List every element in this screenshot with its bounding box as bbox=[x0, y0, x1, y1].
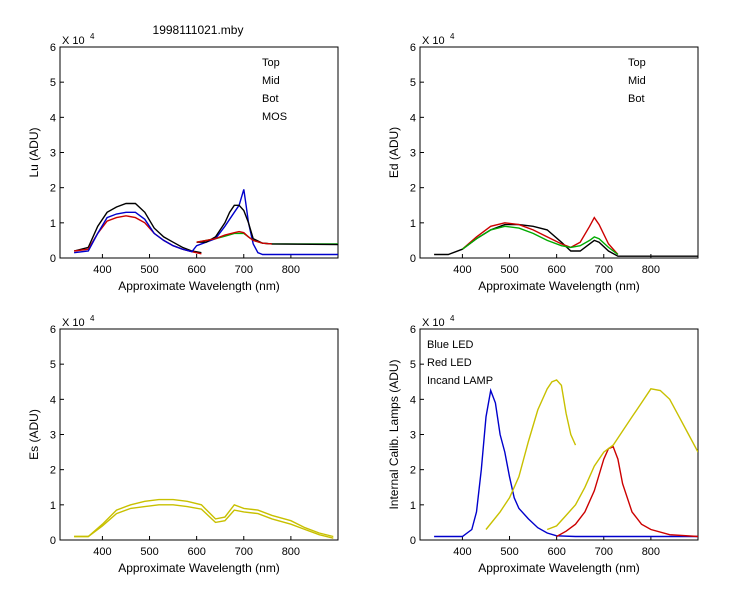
series-line-bot bbox=[461, 225, 619, 256]
x-tick-label: 400 bbox=[453, 546, 471, 558]
series-line-top bbox=[73, 202, 202, 254]
legend-entry: Incand LAMP bbox=[427, 375, 493, 387]
y-tick-label: 1 bbox=[50, 500, 56, 512]
chart-es: 0 1 2 3 4 5 6 400 500 600 700 800 X 10 4 Approximate W… bbox=[27, 314, 339, 575]
x-tick-label: 500 bbox=[500, 546, 518, 558]
axis-multiplier: X 10 bbox=[422, 317, 445, 329]
x-tick-label: 400 bbox=[453, 264, 471, 276]
axis-multiplier-exponent: 4 bbox=[450, 32, 455, 41]
series-line-red-led bbox=[556, 445, 698, 538]
series-line-mid-red-band- bbox=[196, 230, 273, 245]
axis-multiplier-exponent: 4 bbox=[90, 314, 95, 323]
y-tick-label: 1 bbox=[410, 218, 416, 230]
x-tick-label: 500 bbox=[140, 264, 158, 276]
y-tick-label: 1 bbox=[50, 218, 56, 230]
legend-entry: Blue LED bbox=[427, 339, 474, 351]
y-axis-label: Es (ADU) bbox=[27, 409, 41, 460]
x-tick-label: 500 bbox=[140, 546, 158, 558]
x-tick-label: 800 bbox=[642, 546, 660, 558]
y-tick-label: 6 bbox=[50, 42, 56, 54]
y-tick-label: 4 bbox=[50, 112, 56, 124]
axis-multiplier-exponent: 4 bbox=[90, 32, 95, 41]
series-line-incand-lamp bbox=[485, 379, 577, 530]
chart-cal: 0 1 2 3 4 5 6 400 500 600 700 800 X 10 4 Approximate W… bbox=[387, 314, 699, 575]
x-axis-label: Approximate Wavelength (nm) bbox=[118, 279, 280, 293]
series-line-blue-led bbox=[434, 387, 698, 538]
series-line-mos bbox=[74, 189, 338, 256]
legend-entry: Mid bbox=[262, 75, 280, 87]
y-tick-label: 4 bbox=[410, 112, 416, 124]
x-tick-label: 700 bbox=[235, 546, 253, 558]
y-tick-label: 5 bbox=[50, 359, 56, 371]
y-tick-label: 3 bbox=[50, 430, 56, 442]
y-tick-label: 1 bbox=[410, 500, 416, 512]
x-tick-label: 600 bbox=[187, 264, 205, 276]
series-line-mid bbox=[461, 216, 619, 255]
y-tick-label: 0 bbox=[410, 253, 416, 265]
x-tick-label: 600 bbox=[547, 546, 565, 558]
x-tick-label: 800 bbox=[642, 264, 660, 276]
y-tick-label: 2 bbox=[50, 465, 56, 477]
y-tick-label: 0 bbox=[50, 535, 56, 547]
x-tick-label: 600 bbox=[547, 264, 565, 276]
axis-multiplier: X 10 bbox=[62, 317, 85, 329]
figure-title: 1998111021.mby bbox=[153, 23, 244, 37]
y-tick-label: 6 bbox=[410, 324, 416, 336]
y-tick-label: 6 bbox=[410, 42, 416, 54]
y-tick-label: 3 bbox=[410, 430, 416, 442]
y-tick-label: 0 bbox=[410, 535, 416, 547]
series-line-es-1 bbox=[74, 498, 334, 538]
axis-multiplier: X 10 bbox=[422, 35, 445, 47]
x-tick-label: 800 bbox=[282, 264, 300, 276]
x-tick-label: 700 bbox=[235, 264, 253, 276]
x-tick-label: 700 bbox=[595, 264, 613, 276]
y-axis-label: Lu (ADU) bbox=[27, 127, 41, 177]
y-tick-label: 5 bbox=[410, 77, 416, 89]
y-tick-label: 5 bbox=[50, 77, 56, 89]
x-tick-label: 600 bbox=[187, 546, 205, 558]
axis-multiplier-exponent: 4 bbox=[450, 314, 455, 323]
y-tick-label: 3 bbox=[410, 148, 416, 160]
legend-entry: Top bbox=[262, 57, 280, 69]
x-tick-label: 700 bbox=[595, 546, 613, 558]
y-tick-label: 4 bbox=[50, 394, 56, 406]
legend-entry: Bot bbox=[262, 93, 279, 105]
legend-entry: MOS bbox=[262, 111, 287, 123]
legend-entry: Top bbox=[628, 57, 646, 69]
y-tick-label: 2 bbox=[50, 183, 56, 195]
legend-entry: Bot bbox=[628, 93, 645, 105]
x-axis-label: Approximate Wavelength (nm) bbox=[478, 279, 640, 293]
y-axis-label: Internal Calib. Lamps (ADU) bbox=[387, 359, 401, 509]
x-tick-label: 500 bbox=[500, 264, 518, 276]
axis-multiplier: X 10 bbox=[62, 35, 85, 47]
y-tick-label: 5 bbox=[410, 359, 416, 371]
y-tick-label: 2 bbox=[410, 465, 416, 477]
y-tick-label: 3 bbox=[50, 148, 56, 160]
legend-entry: Mid bbox=[628, 75, 646, 87]
series-line-es-2 bbox=[74, 504, 334, 539]
x-tick-label: 400 bbox=[93, 546, 111, 558]
series-line-incand-lamp-ir- bbox=[546, 388, 698, 531]
y-axis-label: Ed (ADU) bbox=[387, 127, 401, 178]
x-axis-label: Approximate Wavelength (nm) bbox=[118, 561, 280, 575]
y-tick-label: 4 bbox=[410, 394, 416, 406]
plot-frame bbox=[419, 46, 699, 259]
y-tick-label: 0 bbox=[50, 253, 56, 265]
legend-entry: Red LED bbox=[427, 357, 472, 369]
chart-ed: 0 1 2 3 4 5 6 400 500 600 700 800 X 10 4 Approximate W… bbox=[387, 32, 699, 293]
x-tick-label: 400 bbox=[93, 264, 111, 276]
y-tick-label: 6 bbox=[50, 324, 56, 336]
chart-lu: 0 1 2 3 4 5 6 400 500 600 700 800 X 10 4 Approximate W… bbox=[27, 32, 339, 293]
y-tick-label: 2 bbox=[410, 183, 416, 195]
x-tick-label: 800 bbox=[282, 546, 300, 558]
x-axis-label: Approximate Wavelength (nm) bbox=[478, 561, 640, 575]
